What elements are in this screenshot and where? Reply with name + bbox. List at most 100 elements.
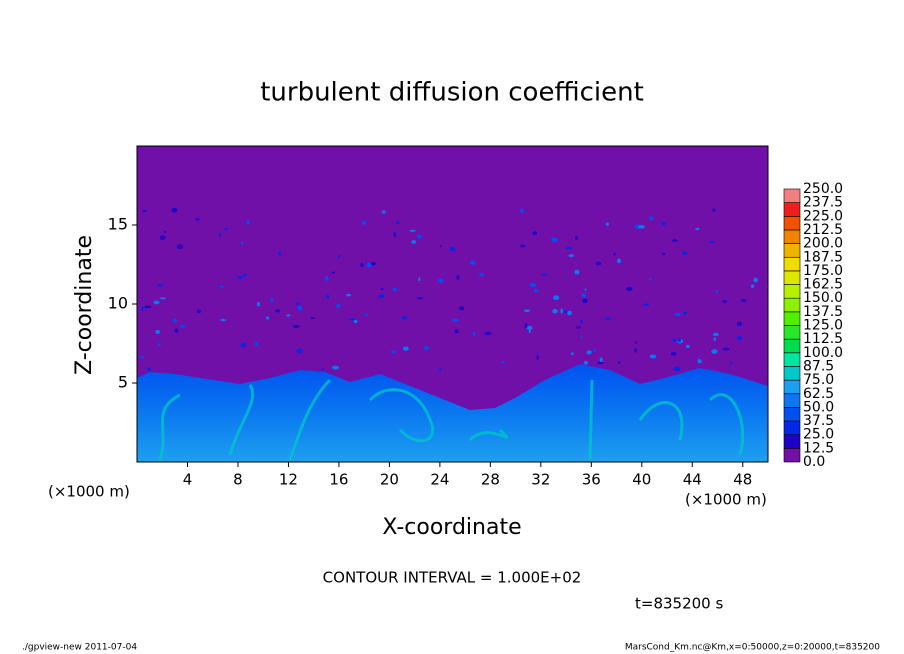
speck [662,221,666,226]
speck [713,337,717,341]
y-tick-label: 5 [118,373,128,392]
colorbar-label: 162.5 [803,277,843,293]
footer-right: MarsCond_Km.nc@Km,x=0:50000,z=0:20000,t=… [625,643,880,653]
speck [163,230,167,233]
speck [196,309,201,314]
speck [582,298,588,304]
speck [393,232,396,238]
speck [237,275,244,279]
colorbar-bin [783,338,801,354]
colorbar-bin [783,243,801,258]
speck [597,361,604,365]
speck [643,303,650,306]
speck [526,325,533,330]
speck [670,351,677,356]
speck [172,318,177,323]
speck [147,366,151,371]
speck [685,344,690,348]
speck [243,273,247,277]
speck [575,326,581,329]
speck [604,317,612,321]
speck [240,343,246,348]
speck [362,220,367,225]
speck [709,240,715,244]
y-unit-label: (×1000 m) [48,483,130,501]
speck [753,277,758,283]
colorbar-bin [783,379,801,395]
speck [534,288,539,293]
speck [649,216,654,221]
speck [617,258,622,264]
x-tick-label: 20 [380,471,399,489]
speck [736,321,742,327]
speck [224,227,229,230]
footer-left: ./gpview-new 2011-07-04 [22,643,137,653]
speck [648,278,652,281]
speck [411,240,417,244]
speck [472,332,476,337]
speck [391,350,396,354]
speck [532,231,537,235]
speck [712,208,716,212]
speck [158,283,163,287]
speck [635,341,638,344]
x-tick-label: 16 [329,471,348,489]
speck [364,313,368,317]
speck [683,311,688,315]
speck [593,349,597,352]
speck [409,229,416,232]
colorbar-label: 225.0 [803,208,843,224]
speck [171,207,178,213]
speck [529,282,536,287]
speck [401,316,408,320]
speck [580,335,583,338]
x-unit-label: (×1000 m) [685,491,767,509]
colorbar-label: 175.0 [803,263,843,279]
colorbar-bin [783,407,801,422]
speck [737,336,743,341]
streak [228,384,255,456]
streak [368,388,435,443]
speck [416,234,423,239]
speck [326,294,330,299]
speck [586,350,592,355]
colorbar-label: 50.0 [803,399,834,415]
speck [634,348,637,353]
colorbar-label: 25.0 [803,427,834,443]
colorbar-bin [783,434,801,449]
speck [595,261,602,266]
speck [662,252,666,256]
colorbar-bin [783,284,801,299]
speck [366,262,372,268]
speck [638,224,645,229]
speck [381,210,386,214]
speck [360,263,364,268]
speck [567,310,573,316]
colorbar-label: 100.0 [803,345,843,361]
speck [296,302,300,306]
speck [674,312,682,316]
colorbar-bin [783,393,801,408]
speck [378,294,385,298]
speck [180,324,186,328]
speck [158,343,161,346]
colorbar-label: 125.0 [803,318,843,334]
speck [617,361,621,364]
colorbar-label: 87.5 [803,358,834,374]
speck [456,275,460,280]
speck [278,251,281,256]
colorbar-label: 200.0 [803,236,843,252]
speck [449,247,456,252]
x-tick-label: 28 [481,471,500,489]
speck [729,361,733,364]
speck [581,293,586,299]
speck [568,254,575,258]
streak [708,393,745,456]
colorbar-bin [783,325,801,340]
speck [423,346,429,351]
speck [750,284,755,289]
speck [141,306,145,311]
speck [275,309,281,313]
streak [468,428,508,442]
speck [458,306,465,311]
